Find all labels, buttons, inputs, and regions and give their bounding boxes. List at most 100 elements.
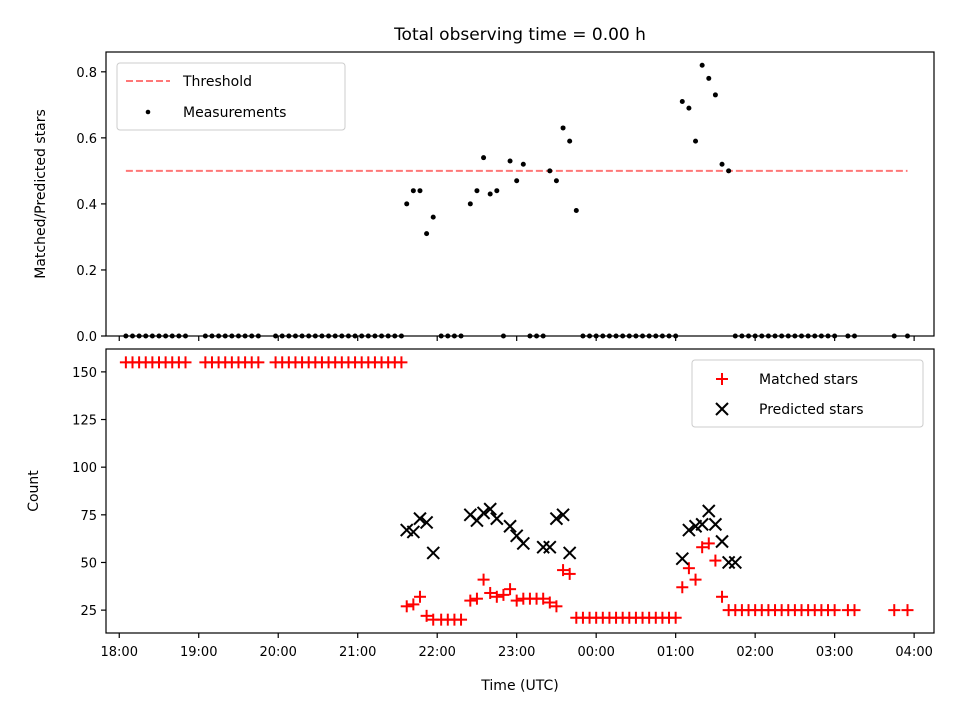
x-tick-label: 18:00 [101,645,138,660]
y-tick-label: 75 [80,509,97,524]
matched-star-point [252,356,265,369]
matched-star-point [716,590,729,603]
matched-star-point [420,609,433,622]
count-panel: 25 50 75 100 125 150 18:00 19:00 20:00 21:00 22:00… [72,356,933,660]
predicted-star-point [675,551,689,566]
measurement-point [474,188,480,194]
matched-star-point [669,611,682,624]
matched-star-point [455,613,468,626]
matched-star-point [676,581,689,594]
matched-star-point [537,592,550,605]
y-tick-label: 100 [72,461,97,476]
y-tick-label: 0.2 [76,264,97,279]
y-tick-label: 50 [80,556,97,571]
matched-star-point [504,583,517,596]
predicted-star-point [562,546,577,560]
matched-star-point [709,554,722,567]
predicted-star-point [503,519,517,533]
ratio-legend: Threshold Measurements [116,62,346,131]
measurement-point [699,62,705,68]
measurement-point [547,168,553,174]
count-legend: Matched stars Predicted stars [691,359,924,428]
measurement-point [573,208,579,214]
x-tick-label: 23:00 [498,645,535,660]
matched-star-point [557,564,570,577]
x-tick-label: 04:00 [895,645,932,660]
matched-star-point [510,594,523,607]
matched-star-point [490,590,503,603]
measurement-point [430,214,436,220]
predicted-star-point [490,511,504,526]
measurement-point [726,168,732,174]
matched-star-point [689,573,702,586]
measurement-point [404,201,410,207]
matched-star-point [682,562,695,575]
count-axes-frame [105,348,935,634]
matched-star-point [464,594,477,607]
matched-star-point [550,600,563,613]
ratio-y-axis-label: Matched/Predicted stars [33,109,49,279]
measurement-point [520,161,526,167]
measurement-point [424,231,430,237]
ratio-axes-frame [105,51,935,337]
matched-star-point [543,596,556,609]
matched-star-point [848,604,861,617]
y-tick-label: 150 [72,366,97,381]
predicted-star-point [543,540,557,554]
predicted-legend-marker [715,402,729,416]
predicted-star-point [483,502,497,516]
x-tick-label: 22:00 [418,645,455,660]
predicted-star-point [549,511,564,526]
measurement-point [719,161,725,167]
measurement-point [417,188,423,194]
matched-star-point [497,588,510,601]
y-tick-label: 25 [80,604,97,619]
matched-star-point [702,537,715,550]
x-tick-label: 20:00 [259,645,296,660]
predicted-star-point [406,525,421,539]
x-tick-label: 01:00 [657,645,694,660]
matched-star-point [400,600,413,613]
measurement-point [514,178,520,184]
measurement-point [410,188,416,194]
x-tick-label: 00:00 [577,645,614,660]
chart-title: Total observing time = 0.00 h [393,25,646,45]
predicted-star-point [476,506,491,520]
measurement-point [712,92,718,98]
count-y-axis-label: Count [26,470,42,512]
matched-legend-label: Matched stars [759,372,858,388]
matched-star-point [828,604,841,617]
x-tick-label: 19:00 [180,645,217,660]
y-tick-label: 125 [72,414,97,429]
predicted-star-point [695,517,709,532]
predicted-star-point [715,534,729,549]
matched-star-point [413,590,426,603]
measurement-point [706,75,712,81]
predicted-star-point [708,517,723,532]
measurement-point [693,138,699,144]
measurement-point [481,155,487,161]
predicted-star-point [413,511,427,526]
y-tick-label: 0.8 [76,66,97,81]
matched-star-point [484,586,497,599]
x-axis-label: Time (UTC) [480,678,558,694]
measurement-point [686,105,692,111]
y-tick-label: 0.4 [76,198,97,213]
measurement-point [507,158,513,164]
predicted-star-point [682,523,696,537]
predicted-star-point [728,555,742,570]
x-tick-label: 02:00 [736,645,773,660]
predicted-legend-label: Predicted stars [759,402,864,418]
predicted-star-point [419,515,434,530]
measurement-point [467,201,473,207]
matched-star-point [407,598,420,611]
matched-star-point [477,573,490,586]
measurement-point [567,138,573,144]
y-tick-label: 0.0 [76,330,97,345]
predicted-star-point [426,546,440,560]
x-tick-label: 03:00 [816,645,853,660]
y-tick-label: 0.6 [76,132,97,147]
predicted-star-point [516,536,531,551]
measurement-point [679,99,685,105]
matched-star-point [179,356,192,369]
